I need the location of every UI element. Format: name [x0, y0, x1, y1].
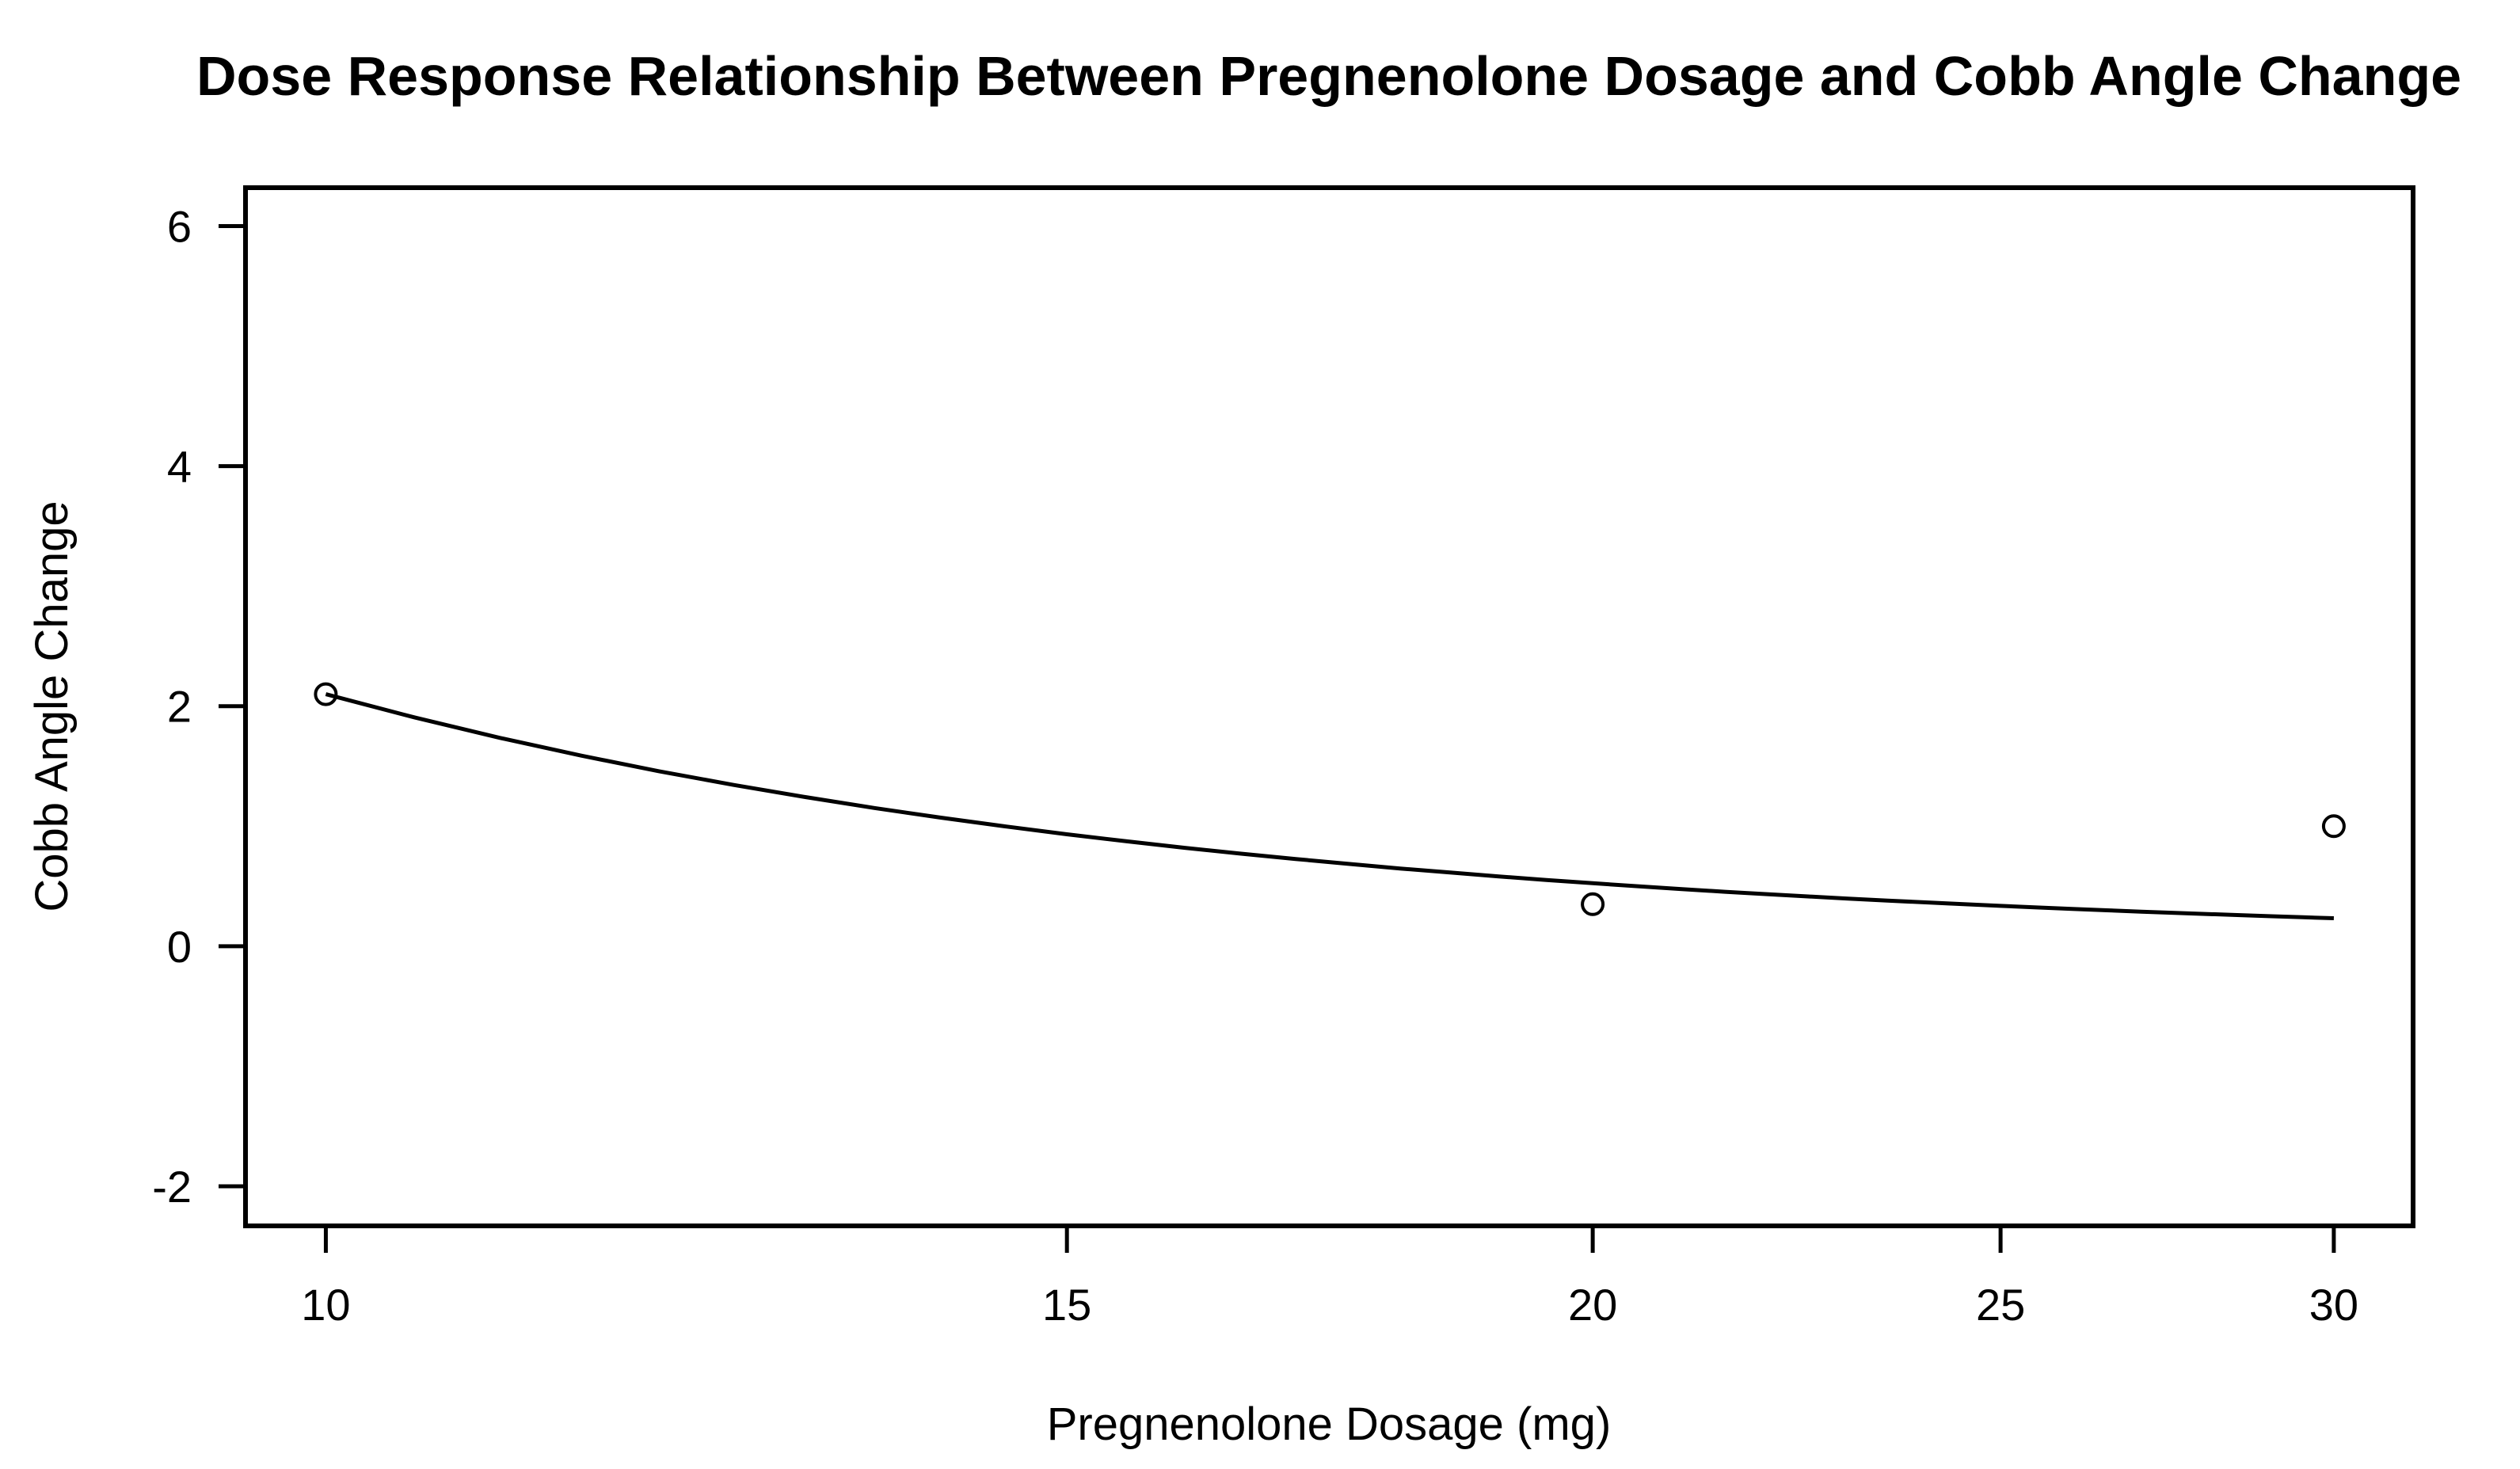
y-tick-label: 2 — [167, 682, 192, 732]
y-tick-label: -2 — [152, 1162, 192, 1212]
x-axis-tick-labels: 10 15 20 25 30 — [301, 1280, 2358, 1330]
x-axis-ticks — [323, 1226, 2336, 1253]
data-point — [2321, 814, 2346, 839]
data-points — [314, 682, 2346, 916]
y-tick-label: 0 — [167, 922, 192, 972]
plot-box — [243, 185, 2415, 1228]
x-tick-label: 30 — [2309, 1280, 2358, 1330]
data-point — [1581, 892, 1605, 916]
x-tick-label: 10 — [301, 1280, 350, 1330]
y-axis-tick-labels: 6 4 2 0 -2 — [152, 201, 192, 1211]
y-tick-label: 6 — [167, 201, 192, 251]
chart-title: Dose Response Relationship Between Pregn… — [196, 45, 2461, 107]
x-tick-label: 15 — [1042, 1280, 1091, 1330]
y-tick-label: 4 — [167, 442, 192, 492]
data-point — [314, 682, 338, 706]
fit-curve-line — [325, 692, 2334, 920]
y-axis-ticks — [219, 223, 246, 1189]
x-tick-label: 25 — [1976, 1280, 2025, 1330]
x-tick-label: 20 — [1568, 1280, 1617, 1330]
y-axis-title: Cobb Angle Change — [26, 500, 78, 911]
x-axis-title: Pregnenolone Dosage (mg) — [1047, 1399, 1612, 1450]
